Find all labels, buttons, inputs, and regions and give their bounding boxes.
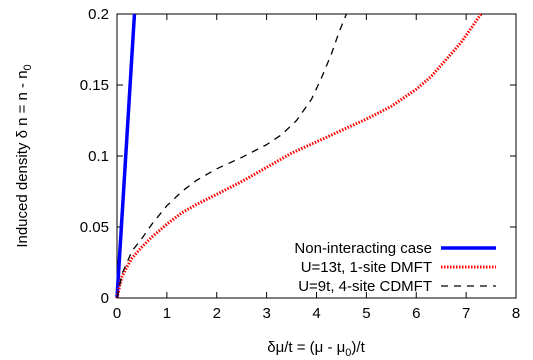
legend-label-non-interacting: Non-interacting case: [294, 240, 432, 257]
tick-labels: 0 1 2 3 4 5 6 7 8 0 0.05 0.1 0.15 0.2: [80, 6, 520, 322]
legend: Non-interacting case U=13t, 1-site DMFT …: [294, 240, 496, 295]
x-tick-label: 2: [213, 305, 221, 322]
x-tick-label: 4: [312, 305, 320, 322]
y-axis-title: Induced density δ n = n - n0: [14, 64, 34, 247]
series-non-interacting: [115, 13, 137, 299]
x-tick-label: 7: [462, 305, 470, 322]
y-tick-label: 0.05: [80, 219, 109, 236]
y-tick-label: 0.2: [88, 6, 109, 23]
series-dmft: [115, 13, 483, 299]
legend-label-cdmft: U=9t, 4-site CDMFT: [298, 278, 432, 295]
plot-area: [115, 13, 483, 299]
series-cdmft: [116, 13, 348, 299]
y-tick-label: 0: [101, 290, 109, 307]
x-axis-title: δμ/t = (μ - μ0)/t: [267, 339, 365, 359]
legend-label-dmft: U=13t, 1-site DMFT: [301, 259, 432, 276]
x-tick-label: 8: [512, 305, 520, 322]
x-tick-label: 1: [163, 305, 171, 322]
x-tick-label: 5: [362, 305, 370, 322]
x-tick-label: 0: [113, 305, 121, 322]
y-tick-label: 0.1: [88, 148, 109, 165]
y-tick-label: 0.15: [80, 77, 109, 94]
x-tick-label: 6: [412, 305, 420, 322]
axis-ticks: [116, 13, 517, 299]
x-tick-label: 3: [262, 305, 270, 322]
